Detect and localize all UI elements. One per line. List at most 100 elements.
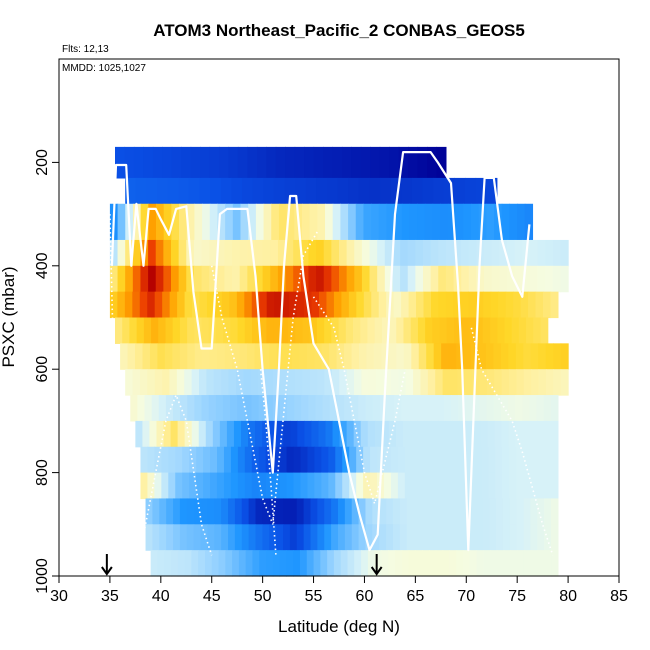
flights-annotation: Flts: 12,13 [62,44,109,55]
heatmap-cell [530,446,538,474]
heatmap-cell [258,369,267,396]
heatmap-cell [250,369,259,396]
heatmap-cell [286,203,295,241]
heatmap-cell [485,343,495,370]
heatmap-cell [178,265,187,293]
heatmap-cell [337,177,349,205]
heatmap-cell [239,343,248,370]
heatmap-cell [196,472,204,500]
heatmap-cell [545,343,554,370]
heatmap-cell [537,472,545,500]
heatmap-cell [392,498,401,525]
heatmap-cell [407,239,416,267]
heatmap-cell [346,420,355,448]
heatmap-cell [453,239,462,267]
plot-frame [58,58,620,577]
heatmap-cell [332,146,343,179]
heatmap-cell [278,203,288,241]
heatmap-cell [468,239,478,267]
x-tick-label: 40 [152,588,170,605]
heatmap-cell [251,472,260,500]
heatmap-cell [277,265,287,293]
heatmap-cell [244,472,253,500]
down-arrow-head [370,566,383,576]
heatmap-cell [366,343,375,370]
heatmap-cell [243,369,252,396]
heatmap-cell [514,265,523,293]
heatmap-cell [417,203,426,241]
heatmap-cell [397,472,406,500]
heatmap-cell [550,395,559,422]
heatmap-cell [447,498,456,525]
heatmap-cell [371,203,380,241]
heatmap-cell [392,239,401,267]
heatmap-cell [152,524,160,551]
heatmap-cell [171,239,180,267]
heatmap-cell [154,291,163,319]
heatmap-cell [148,203,157,241]
heatmap-cell [457,369,466,396]
heatmap-cell [283,498,291,525]
heatmap-cell [180,395,188,422]
heatmap-cell [303,524,312,551]
heatmap-cell [186,498,195,525]
heatmap-cell [369,239,378,267]
heatmap-cell [232,343,241,370]
heatmap-cell [415,395,424,422]
heatmap-cell [479,395,488,422]
heatmap-cell [238,550,247,577]
heatmap-cell [213,369,222,396]
heatmap-cell [416,291,425,319]
heatmap-cell [401,203,411,241]
heatmap-cell [191,420,200,448]
heatmap-cell [208,395,217,422]
heatmap-cell [333,550,342,577]
heatmap-cell [203,446,211,474]
heatmap-cell [229,291,238,319]
heatmap-cell [332,420,341,448]
heatmap-cell [159,524,167,551]
heatmap-cell [516,446,524,474]
heatmap-cell [280,369,289,396]
heatmap-cell [413,498,422,525]
heatmap-cell [115,146,126,179]
heatmap-cell [418,343,427,370]
heatmap-cell [373,343,383,370]
heatmap-cell [384,239,394,267]
heatmap-cell [425,472,434,500]
heatmap-cell [384,265,394,293]
heatmap-cell [286,446,295,474]
heatmap-cell [480,420,489,448]
heatmap-cell [237,446,246,474]
heatmap-cell [381,343,390,370]
heatmap-cell [146,177,158,205]
heatmap-cell [165,395,174,422]
heatmap-cell [348,291,357,319]
heatmap-cell [505,291,514,319]
heatmap-cell [431,420,439,448]
heatmap-cell [190,146,201,179]
heatmap-cell [333,291,342,319]
heatmap-cell [423,291,432,319]
x-tick-label: 80 [559,588,577,605]
heatmap-cell [427,146,438,179]
heatmap-cell [451,395,459,422]
heatmap-cell [171,550,179,577]
heatmap-cell [163,265,172,293]
heatmap-cell [481,446,489,474]
heatmap-cell [300,472,309,500]
heatmap-cell [304,146,315,179]
heatmap-cell [509,524,518,551]
heatmap-cell [162,146,173,179]
heatmap-cell [163,239,172,267]
heatmap-cell [258,472,267,500]
heatmap-cell [280,317,289,344]
heatmap-cell [122,317,131,344]
y-tick-label: 800 [34,459,51,486]
heatmap-cell [254,343,263,370]
heatmap-cell [171,203,180,241]
heatmap-cell [228,369,237,396]
heatmap-cell [205,420,214,448]
heatmap-cell [390,472,399,500]
heatmap-cell [436,395,445,422]
